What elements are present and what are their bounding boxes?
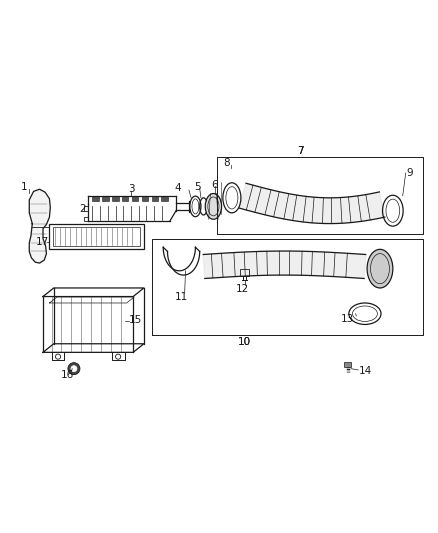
Text: 7: 7 [297,146,304,156]
Text: 13: 13 [341,314,354,324]
Bar [142,196,148,201]
Ellipse shape [205,193,222,219]
Bar [102,196,109,201]
Circle shape [71,366,77,372]
Text: 6: 6 [212,180,218,190]
Text: 9: 9 [407,168,413,178]
Text: 1: 1 [21,182,27,192]
Bar [112,196,119,201]
Bar [162,196,168,201]
Text: 17: 17 [35,237,49,247]
Text: 3: 3 [128,184,134,194]
Text: 2: 2 [80,204,86,214]
Bar [240,269,249,277]
Text: 14: 14 [358,366,371,376]
Text: 5: 5 [194,182,201,192]
Text: 4: 4 [174,183,181,193]
Bar [152,196,158,201]
Text: 10: 10 [238,337,251,346]
Polygon shape [239,183,385,223]
Text: 12: 12 [236,284,249,294]
Polygon shape [203,251,366,278]
Text: 15: 15 [129,315,142,325]
Text: 11: 11 [175,293,188,302]
Bar [122,196,128,201]
Text: 10: 10 [238,337,251,346]
Text: 8: 8 [223,158,230,168]
Bar [344,362,351,367]
Text: 7: 7 [297,146,304,156]
Ellipse shape [367,249,393,288]
Bar [132,196,138,201]
Circle shape [68,362,80,375]
Text: 16: 16 [61,370,74,379]
Polygon shape [29,189,50,263]
Bar [92,196,99,201]
